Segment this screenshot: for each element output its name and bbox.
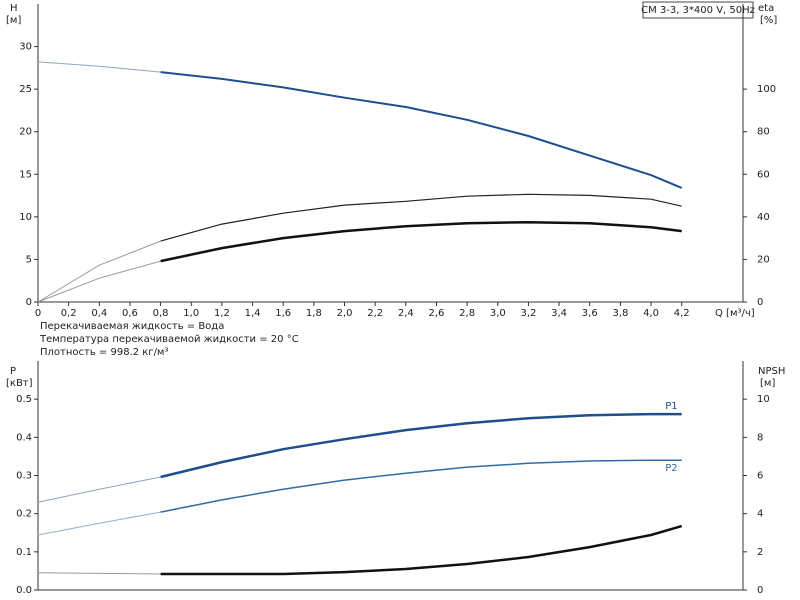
y-tick-label: 0.1 xyxy=(16,547,32,558)
curve-label: P2 xyxy=(665,463,677,474)
x-tick-label: 1,2 xyxy=(214,308,230,319)
y-tick-label: 0.3 xyxy=(16,471,32,482)
x-tick-label: 0,4 xyxy=(91,308,107,319)
y2-axis-label: eta xyxy=(758,3,774,14)
y2-tick-label: 20 xyxy=(757,254,770,265)
x-tick-label: 2,4 xyxy=(398,308,414,319)
chart-title: CM 3-3, 3*400 V, 50Hz xyxy=(641,5,755,16)
x-tick-label: 1,0 xyxy=(183,308,199,319)
curve xyxy=(160,71,683,189)
x-tick-label: 0 xyxy=(35,308,41,319)
x-tick-label: 2,6 xyxy=(429,308,445,319)
y2-tick-label: 40 xyxy=(757,212,770,223)
y-tick-label: 20 xyxy=(19,127,32,138)
x-tick-label: 3,0 xyxy=(490,308,506,319)
curve xyxy=(37,511,161,536)
y2-tick-label: 4 xyxy=(757,509,763,520)
note: Перекачиваемая жидкость = Вода xyxy=(40,321,224,332)
y-tick-label: 10 xyxy=(19,212,32,223)
curve xyxy=(160,412,682,479)
y2-tick-label: 80 xyxy=(757,127,770,138)
y-tick-label: 0.2 xyxy=(16,509,32,520)
curve xyxy=(37,240,161,303)
curve xyxy=(160,193,682,242)
y-axis-unit: [кВт] xyxy=(6,378,33,389)
x-tick-label: 3,8 xyxy=(612,308,628,319)
x-tick-label: 2,2 xyxy=(367,308,383,319)
y-axis-label: P xyxy=(10,366,16,377)
curve xyxy=(160,524,683,576)
curve xyxy=(37,61,161,73)
x-tick-label: 0,2 xyxy=(61,308,77,319)
y-tick-label: 0.4 xyxy=(16,432,32,443)
x-tick-label: 2,0 xyxy=(337,308,353,319)
y-axis-unit: [м] xyxy=(6,15,21,26)
curve xyxy=(37,572,161,575)
x-tick-label: 3,2 xyxy=(520,308,536,319)
x-tick-label: 0,8 xyxy=(153,308,169,319)
x-tick-label: 1,4 xyxy=(245,308,261,319)
x-tick-label: 1,6 xyxy=(275,308,291,319)
y2-tick-label: 0 xyxy=(757,297,763,308)
curve xyxy=(160,220,682,263)
y-tick-label: 5 xyxy=(26,254,32,265)
x-tick-label: 0,6 xyxy=(122,308,138,319)
y2-tick-label: 100 xyxy=(757,84,776,95)
y2-tick-label: 2 xyxy=(757,547,763,558)
x-tick-label: 3,6 xyxy=(582,308,598,319)
y-tick-label: 15 xyxy=(19,169,32,180)
x-axis-label: Q [м³/ч] xyxy=(715,308,755,319)
curve-label: P1 xyxy=(665,401,677,412)
y-tick-label: 25 xyxy=(19,84,32,95)
y-tick-label: 0.5 xyxy=(16,394,32,405)
y2-tick-label: 6 xyxy=(757,471,763,482)
x-tick-label: 3,4 xyxy=(551,308,567,319)
x-tick-label: 1,8 xyxy=(306,308,322,319)
curve xyxy=(37,476,161,503)
x-tick-label: 2,8 xyxy=(459,308,475,319)
y-tick-label: 0 xyxy=(26,297,32,308)
note: Температура перекачиваемой жидкости = 20… xyxy=(39,334,299,345)
x-tick-label: 4,0 xyxy=(643,308,659,319)
y2-axis-unit: [%] xyxy=(760,15,777,26)
y2-tick-label: 60 xyxy=(757,169,770,180)
title-box xyxy=(642,1,754,19)
x-tick-label: 4,2 xyxy=(674,308,690,319)
y-axis-label: H xyxy=(10,3,18,14)
y2-tick-label: 10 xyxy=(757,394,770,405)
y-tick-label: 30 xyxy=(19,42,32,53)
y2-tick-label: 8 xyxy=(757,432,763,443)
note: Плотность = 998.2 кг/м³ xyxy=(40,347,169,358)
y-tick-label: 0.0 xyxy=(16,585,32,596)
y2-axis-label: NPSH xyxy=(758,366,785,377)
y2-axis-unit: [м] xyxy=(760,378,775,389)
curve xyxy=(160,459,682,513)
y2-tick-label: 0 xyxy=(757,585,763,596)
curve xyxy=(37,260,161,303)
